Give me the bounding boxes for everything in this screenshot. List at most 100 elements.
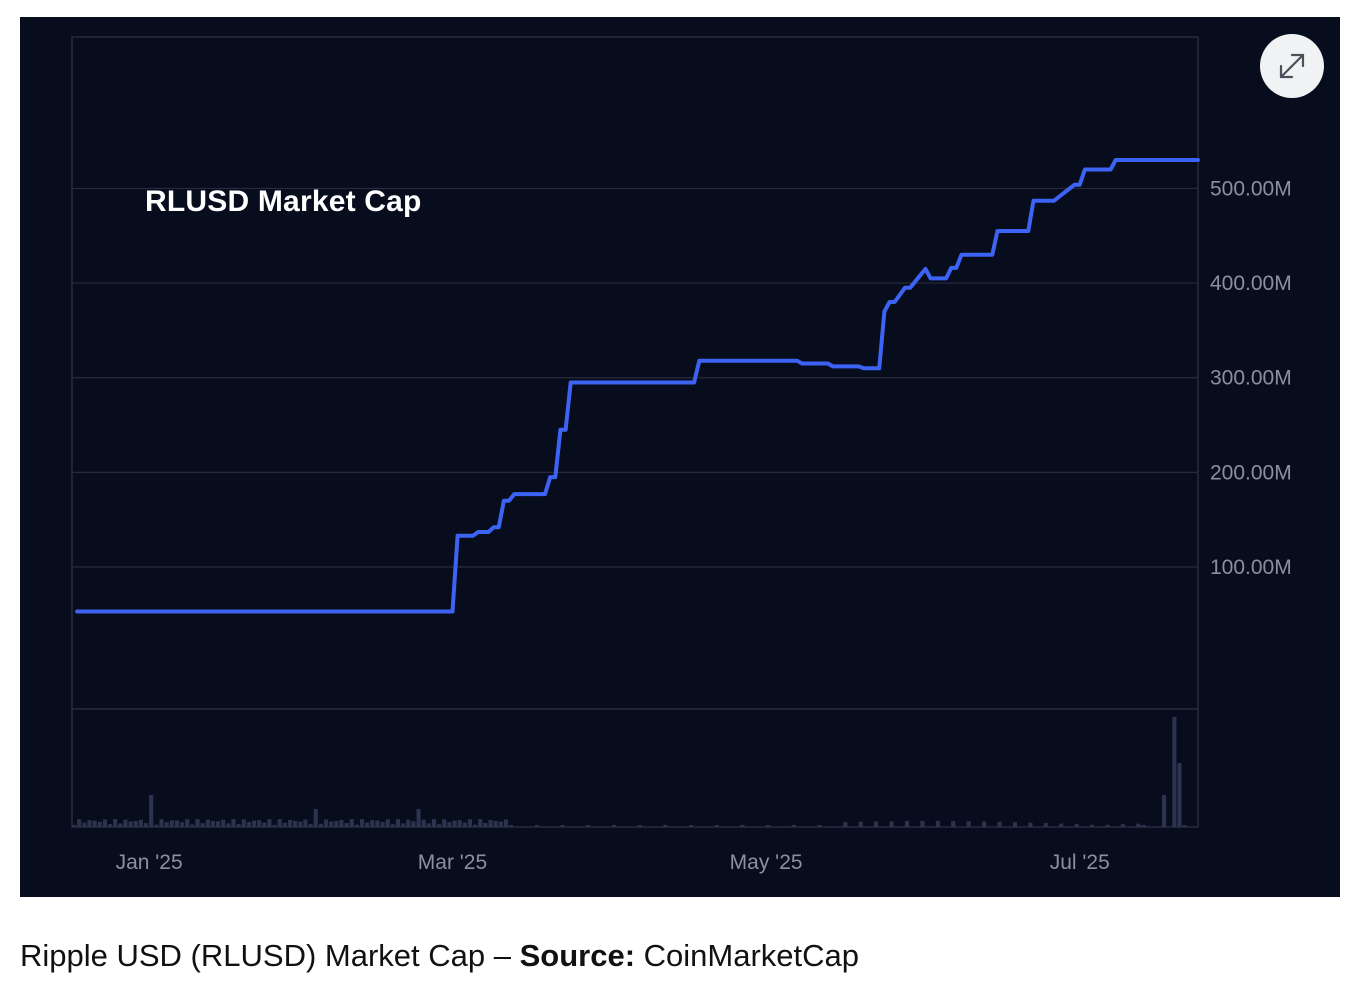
volume-bar [509,825,514,827]
volume-bar [293,820,298,827]
volume-bar [966,821,971,827]
market-cap-chart: 100.00M 200.00M 300.00M 400.00M 500.00M Jan … [71,36,1292,874]
volume-bar [1120,824,1126,827]
volume-bar [246,821,251,827]
y-tick-label: 300.00M [1210,367,1292,390]
volume-bar [149,795,154,827]
volume-bar [185,819,190,827]
caption-source-label: Source: [519,938,636,973]
volume-bar [313,809,318,827]
volume-bar [390,824,395,827]
volume-bar [411,821,416,827]
volume-bar [82,822,87,827]
volume-bar [1141,825,1146,827]
volume-bar [817,825,822,827]
volume-bar [982,821,987,827]
volume-bar [1136,823,1141,827]
volume-bar [195,819,200,827]
market-cap-line [75,158,1200,614]
volume-bar [1105,824,1110,827]
volume-bar [889,821,894,827]
volume-bar [277,819,282,827]
volume-bar [874,821,879,827]
x-tick-label: May '25 [730,851,803,874]
volume-bar [143,823,149,827]
volume-bar [334,820,339,827]
volume-bar [385,819,390,827]
volume-bar [442,819,447,827]
volume-bar [251,820,257,827]
volume-bar [118,823,123,827]
volume-bar [401,823,406,827]
volume-bar [174,820,179,827]
volume-bar [308,823,313,827]
volume-bar [262,822,267,827]
volume-bar [318,823,323,827]
volume-bar [1012,822,1018,827]
volume-bar [200,823,205,827]
volume-bar [226,823,231,827]
volume-bar [267,819,272,827]
volume-bar [473,824,478,827]
volume-bar [457,820,462,827]
volume-bar [323,819,329,827]
volume-bar [483,822,488,827]
caption-source-name: CoinMarketCap [643,938,860,973]
volume-bar [128,821,133,827]
volume-bar [766,825,771,827]
y-tick-label: 100.00M [1210,556,1292,579]
volume-bar [951,821,956,827]
y-tick-label: 200.00M [1210,461,1292,484]
volume-bar [210,821,215,827]
volume-bar [123,819,128,827]
volume-bar [159,819,164,827]
volume-bar [303,819,308,827]
volume-bar [416,809,421,827]
volume-bar [1182,825,1187,827]
volume-bar [359,819,365,827]
volume-bar [370,820,375,827]
volume-bar [1090,824,1095,827]
volume-bar [431,819,437,827]
volume-bar [935,821,940,827]
volume-bar [452,820,457,827]
volume-bar [138,819,143,827]
volume-bar [298,821,303,827]
volume-bar [503,819,509,827]
volume-bar [97,821,102,827]
volume-bar [493,820,498,827]
volume-bar [102,819,107,827]
volume-bar [164,822,169,827]
volume-bar [714,825,719,827]
y-tick-label: 500.00M [1210,177,1292,200]
volume-bar [215,821,221,827]
volume-bar [154,824,159,827]
x-tick-label: Mar '25 [418,851,487,874]
volume-bar [997,821,1002,827]
volume-bar [488,819,493,827]
volume-bar [1028,822,1033,827]
volume-bar [1043,823,1048,827]
volume-bar [1059,823,1064,827]
volume-bar [1162,795,1167,827]
volume-bar [560,825,565,827]
plot-frame [71,36,1199,828]
volume-bar [740,825,745,827]
volume-bar [447,822,452,827]
volume-bar [133,820,138,827]
volume-bar [437,824,442,827]
volume-bar [478,819,483,827]
volume-bar [231,819,236,827]
volume-bar [287,819,293,827]
volume-bar [688,825,694,827]
expand-button[interactable] [1260,34,1324,98]
volume-bar [72,825,77,827]
volume-bar [375,820,380,827]
volume-bar [611,825,617,827]
volume-bar [843,822,848,827]
volume-bar [380,822,385,827]
volume-bar [339,819,344,827]
x-tick-label: Jan '25 [116,851,183,874]
volume-bar [858,821,863,827]
chart-title: RLUSD Market Cap [145,185,422,218]
